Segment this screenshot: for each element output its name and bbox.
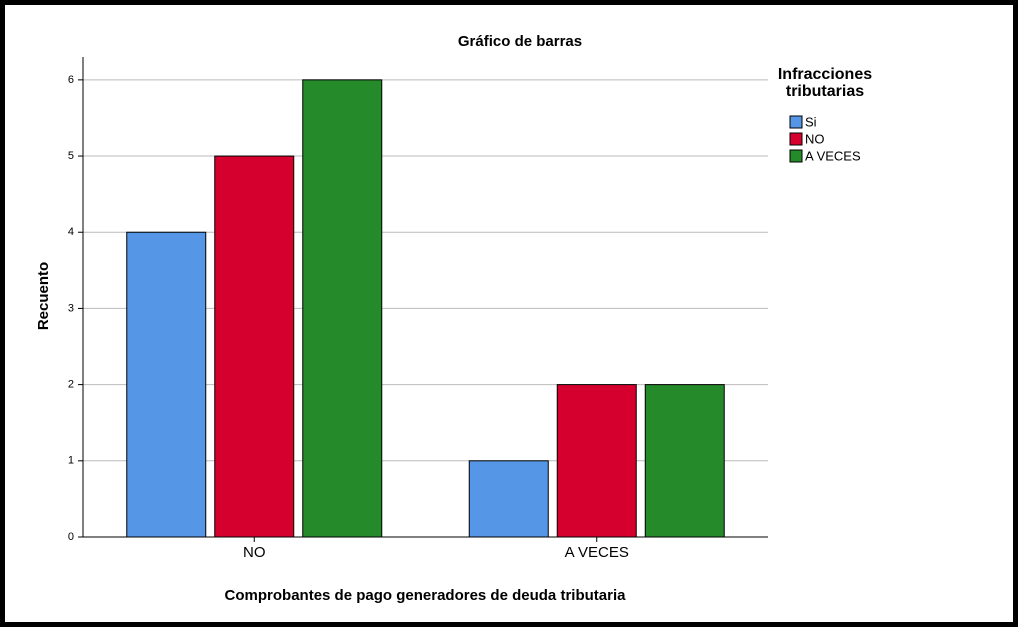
y-tick-label: 3 (68, 302, 74, 314)
x-tick-label: A VECES (565, 544, 629, 561)
x-tick-label: NO (243, 544, 266, 561)
y-tick-label: 6 (68, 74, 74, 86)
y-tick-label: 5 (68, 150, 74, 162)
bar (468, 460, 549, 538)
legend-label: A VECES (805, 148, 861, 163)
legend-swatch (789, 115, 803, 129)
legend-swatch (789, 132, 803, 146)
y-axis-label: Recuento (35, 262, 52, 330)
y-tick-label: 4 (68, 226, 74, 238)
bar (126, 231, 207, 538)
y-tick-label: 0 (68, 531, 74, 543)
bar (214, 155, 295, 538)
legend-label: Si (805, 114, 817, 129)
y-tick-label: 1 (68, 455, 74, 467)
bar (302, 79, 383, 538)
legend-title: Infracciones tributarias (777, 66, 873, 100)
bar (556, 384, 637, 538)
x-axis-label: Comprobantes de pago generadores de deud… (225, 587, 627, 604)
legend-swatch (789, 149, 803, 163)
y-tick-label: 2 (68, 379, 74, 391)
legend-label: NO (805, 131, 825, 146)
chart-title: Gráfico de barras (458, 33, 582, 50)
bar (644, 384, 725, 538)
